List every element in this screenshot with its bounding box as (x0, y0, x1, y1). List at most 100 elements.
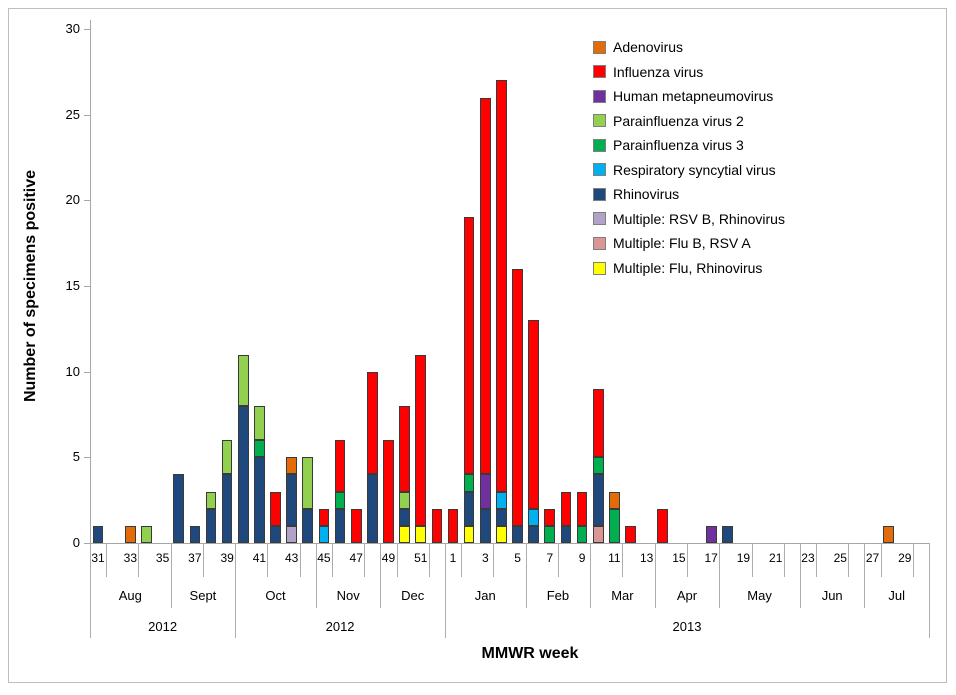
legend-item-rsv: Respiratory syncytial virus (593, 162, 776, 178)
legend-item-mult-flu-rhino: Multiple: Flu, Rhinovirus (593, 260, 763, 276)
week-label: 29 (898, 551, 912, 565)
bar-segment-para2 (254, 405, 265, 441)
bar-segment-para3 (544, 525, 556, 543)
bar-segment-flu (544, 508, 556, 526)
week-label: 45 (317, 551, 331, 565)
y-axis-tick (84, 200, 90, 202)
week-label: 9 (578, 551, 586, 565)
bar-segment-rhino (479, 508, 491, 543)
legend-item-flu: Influenza virus (593, 63, 704, 80)
month-label: Apr (676, 588, 698, 603)
bar-segment-rhino (560, 525, 572, 543)
month-separator (380, 543, 382, 608)
week-tick (557, 543, 559, 577)
week-label: 19 (736, 551, 751, 565)
bar-segment-flu (576, 491, 588, 526)
week-label: 3 (481, 551, 489, 565)
legend-label: Multiple: RSV B, Rhinovirus (613, 210, 785, 227)
bar-segment-rhino (221, 474, 233, 543)
y-tick-label: 15 (65, 278, 80, 293)
week-label: 35 (155, 551, 170, 565)
legend-swatch-icon (593, 187, 606, 201)
week-label: 21 (769, 551, 783, 565)
week-label: 23 (801, 551, 815, 565)
bar-segment-para3 (576, 525, 588, 543)
bar-segment-rhino (189, 525, 201, 543)
week-label: 51 (414, 551, 428, 565)
bar-segment-para2 (237, 354, 249, 406)
bar-segment-flu (431, 508, 443, 543)
month-label: Dec (401, 588, 425, 603)
legend-label: Multiple: Flu B, RSV A (613, 235, 751, 252)
week-tick (880, 543, 882, 577)
bar-segment-rhino (237, 405, 249, 543)
y-tick-label: 20 (65, 192, 80, 208)
bar-segment-flu (512, 268, 523, 526)
legend-label: Multiple: Flu, Rhinovirus (613, 260, 763, 276)
bar-segment-flu (415, 354, 427, 526)
bar-segment-flu (479, 97, 491, 475)
legend-label: Influenza virus (613, 63, 704, 80)
bar-segment-para2 (302, 457, 314, 509)
legend-swatch-icon (593, 261, 606, 275)
month-label: Jun (821, 588, 843, 603)
y-axis-tick (84, 543, 90, 544)
week-label: 11 (608, 551, 621, 565)
month-separator (590, 543, 592, 608)
week-tick (493, 543, 495, 577)
week-label: 49 (381, 551, 396, 565)
week-tick (396, 543, 398, 577)
legend-label: Human metapneumovirus (613, 88, 774, 105)
month-label: Oct (265, 588, 286, 603)
chart-border (8, 8, 947, 683)
legend-swatch-icon (593, 40, 606, 54)
month-label: Nov (336, 588, 360, 603)
bar-segment-rhino (528, 525, 540, 543)
bar-segment-para3 (254, 440, 265, 458)
y-axis-line (90, 20, 91, 543)
bar-segment-flu (318, 508, 330, 526)
year-separator (444, 543, 446, 638)
bar-segment-para3 (609, 508, 620, 543)
week-tick (461, 543, 463, 577)
bar-segment-rhino (399, 508, 410, 526)
legend-item-hmpv: Human metapneumovirus (593, 88, 774, 105)
bar-segment-hmpv (479, 474, 491, 509)
week-label: 25 (833, 551, 847, 565)
bar-segment-flu (334, 440, 346, 492)
bar-segment-para3 (592, 457, 604, 475)
bar-segment-flu (560, 491, 572, 526)
bar-segment-mult_flu_rhino (496, 525, 507, 543)
bar-segment-flu (528, 320, 540, 509)
y-axis-title: Number of specimens positive (22, 169, 39, 403)
month-separator (799, 543, 801, 608)
month-label: Mar (611, 588, 634, 603)
legend-item-mult-rsvb-rhino: Multiple: RSV B, Rhinovirus (593, 210, 785, 227)
week-label: 7 (546, 551, 554, 565)
y-axis-tick (84, 286, 90, 287)
bar-segment-mult_flu_rhino (399, 525, 410, 543)
legend-label: Parainfluenza virus 3 (613, 137, 744, 154)
legend-swatch-icon (593, 89, 606, 103)
month-separator (654, 543, 656, 608)
week-label: 13 (639, 551, 654, 565)
bar-segment-rsv (528, 508, 540, 526)
bar-segment-rhino (270, 525, 281, 543)
bar-segment-para2 (141, 525, 152, 543)
week-tick (202, 543, 204, 577)
bar-segment-para3 (334, 491, 346, 509)
bar-segment-rhino (254, 457, 265, 543)
x-axis-title: MMWR week (481, 645, 579, 662)
legend-item-rhino: Rhinovirus (593, 186, 679, 202)
month-separator (525, 543, 527, 608)
x-axis-line (90, 543, 930, 544)
bar-segment-rhino (721, 525, 733, 543)
legend-item-para3: Parainfluenza virus 3 (593, 137, 744, 154)
month-label: Jan (474, 588, 496, 603)
week-tick (299, 543, 301, 577)
week-tick (428, 543, 430, 577)
bar-segment-rhino (512, 525, 523, 543)
week-label: 47 (349, 551, 363, 565)
bar-segment-para3 (463, 474, 475, 492)
